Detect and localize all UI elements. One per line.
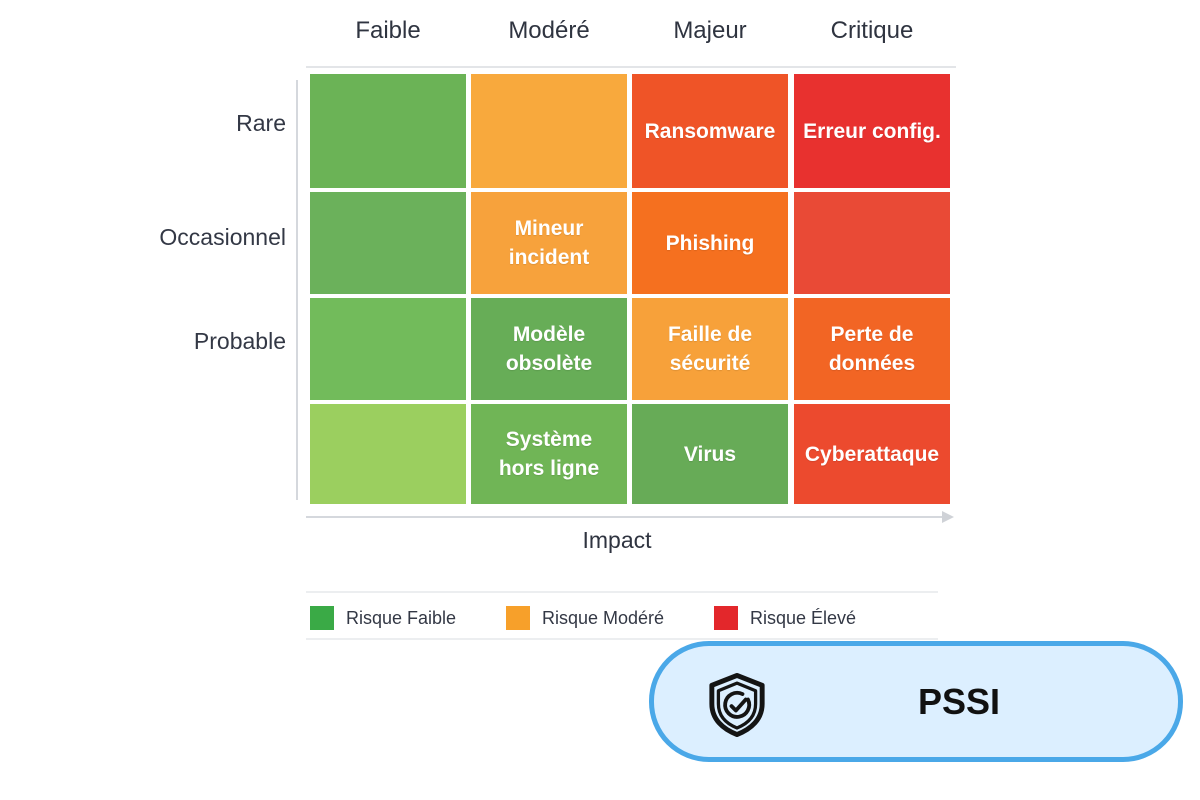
matrix-cell-perte-de-donnees: Perte de données — [794, 298, 950, 400]
x-axis-title: Impact — [582, 527, 652, 553]
vertical-axis-line — [296, 80, 298, 500]
matrix-cell — [310, 404, 466, 504]
legend-label: Risque Élevé — [750, 607, 857, 628]
matrix-cell-modele-obsolete: Modèle obsolète — [471, 298, 627, 400]
axis-arrow-icon — [942, 511, 954, 523]
column-header-majeur: Majeur — [673, 17, 747, 44]
matrix-cell-phishing: Phishing — [632, 192, 788, 294]
legend-top-divider — [306, 591, 938, 593]
matrix-cell-cyberattaque: Cyberattaque — [794, 404, 950, 504]
legend-label: Risque Faible — [346, 607, 457, 628]
matrix-cell-mineur-incident: Mineur incident — [471, 192, 627, 294]
row-label-occasionnel: Occasionnel — [159, 224, 286, 250]
legend-item-faible: Risque Faible — [310, 604, 456, 632]
matrix-cell-systeme-hors-ligne: Système hors ligne — [471, 404, 627, 504]
horizontal-axis-line — [306, 516, 944, 518]
legend-swatch — [310, 606, 334, 630]
badge-title: PSSI — [917, 681, 1001, 722]
legend-label: Risque Modéré — [542, 607, 665, 628]
legend-bottom-divider — [306, 638, 938, 640]
row-label-bottom — [130, 438, 286, 468]
matrix-cell-ransomware: Ransomware — [632, 74, 788, 188]
header-divider — [306, 66, 956, 68]
row-label-probable: Probable — [193, 328, 286, 354]
matrix-cell — [310, 192, 466, 294]
matrix-cell — [794, 192, 950, 294]
matrix-cell-faille-de-securite: Faille de sécurité — [632, 298, 788, 400]
pssi-badge: PSSI — [649, 641, 1183, 762]
legend-item-eleve: Risque Élevé — [714, 604, 856, 632]
column-header-modere: Modéré — [508, 17, 590, 44]
shield-check-icon — [709, 673, 765, 737]
legend-item-modere: Risque Modéré — [506, 604, 664, 632]
row-label-rare: Rare — [236, 110, 286, 136]
legend-swatch — [714, 606, 738, 630]
matrix-cell-virus: Virus — [632, 404, 788, 504]
matrix-cell — [471, 74, 627, 188]
matrix-cell — [310, 74, 466, 188]
legend-swatch — [506, 606, 530, 630]
matrix-cell — [310, 298, 466, 400]
column-header-faible: Faible — [355, 17, 421, 44]
matrix-cell-erreur-config: Erreur config. — [794, 74, 950, 188]
column-header-critique: Critique — [830, 17, 914, 44]
